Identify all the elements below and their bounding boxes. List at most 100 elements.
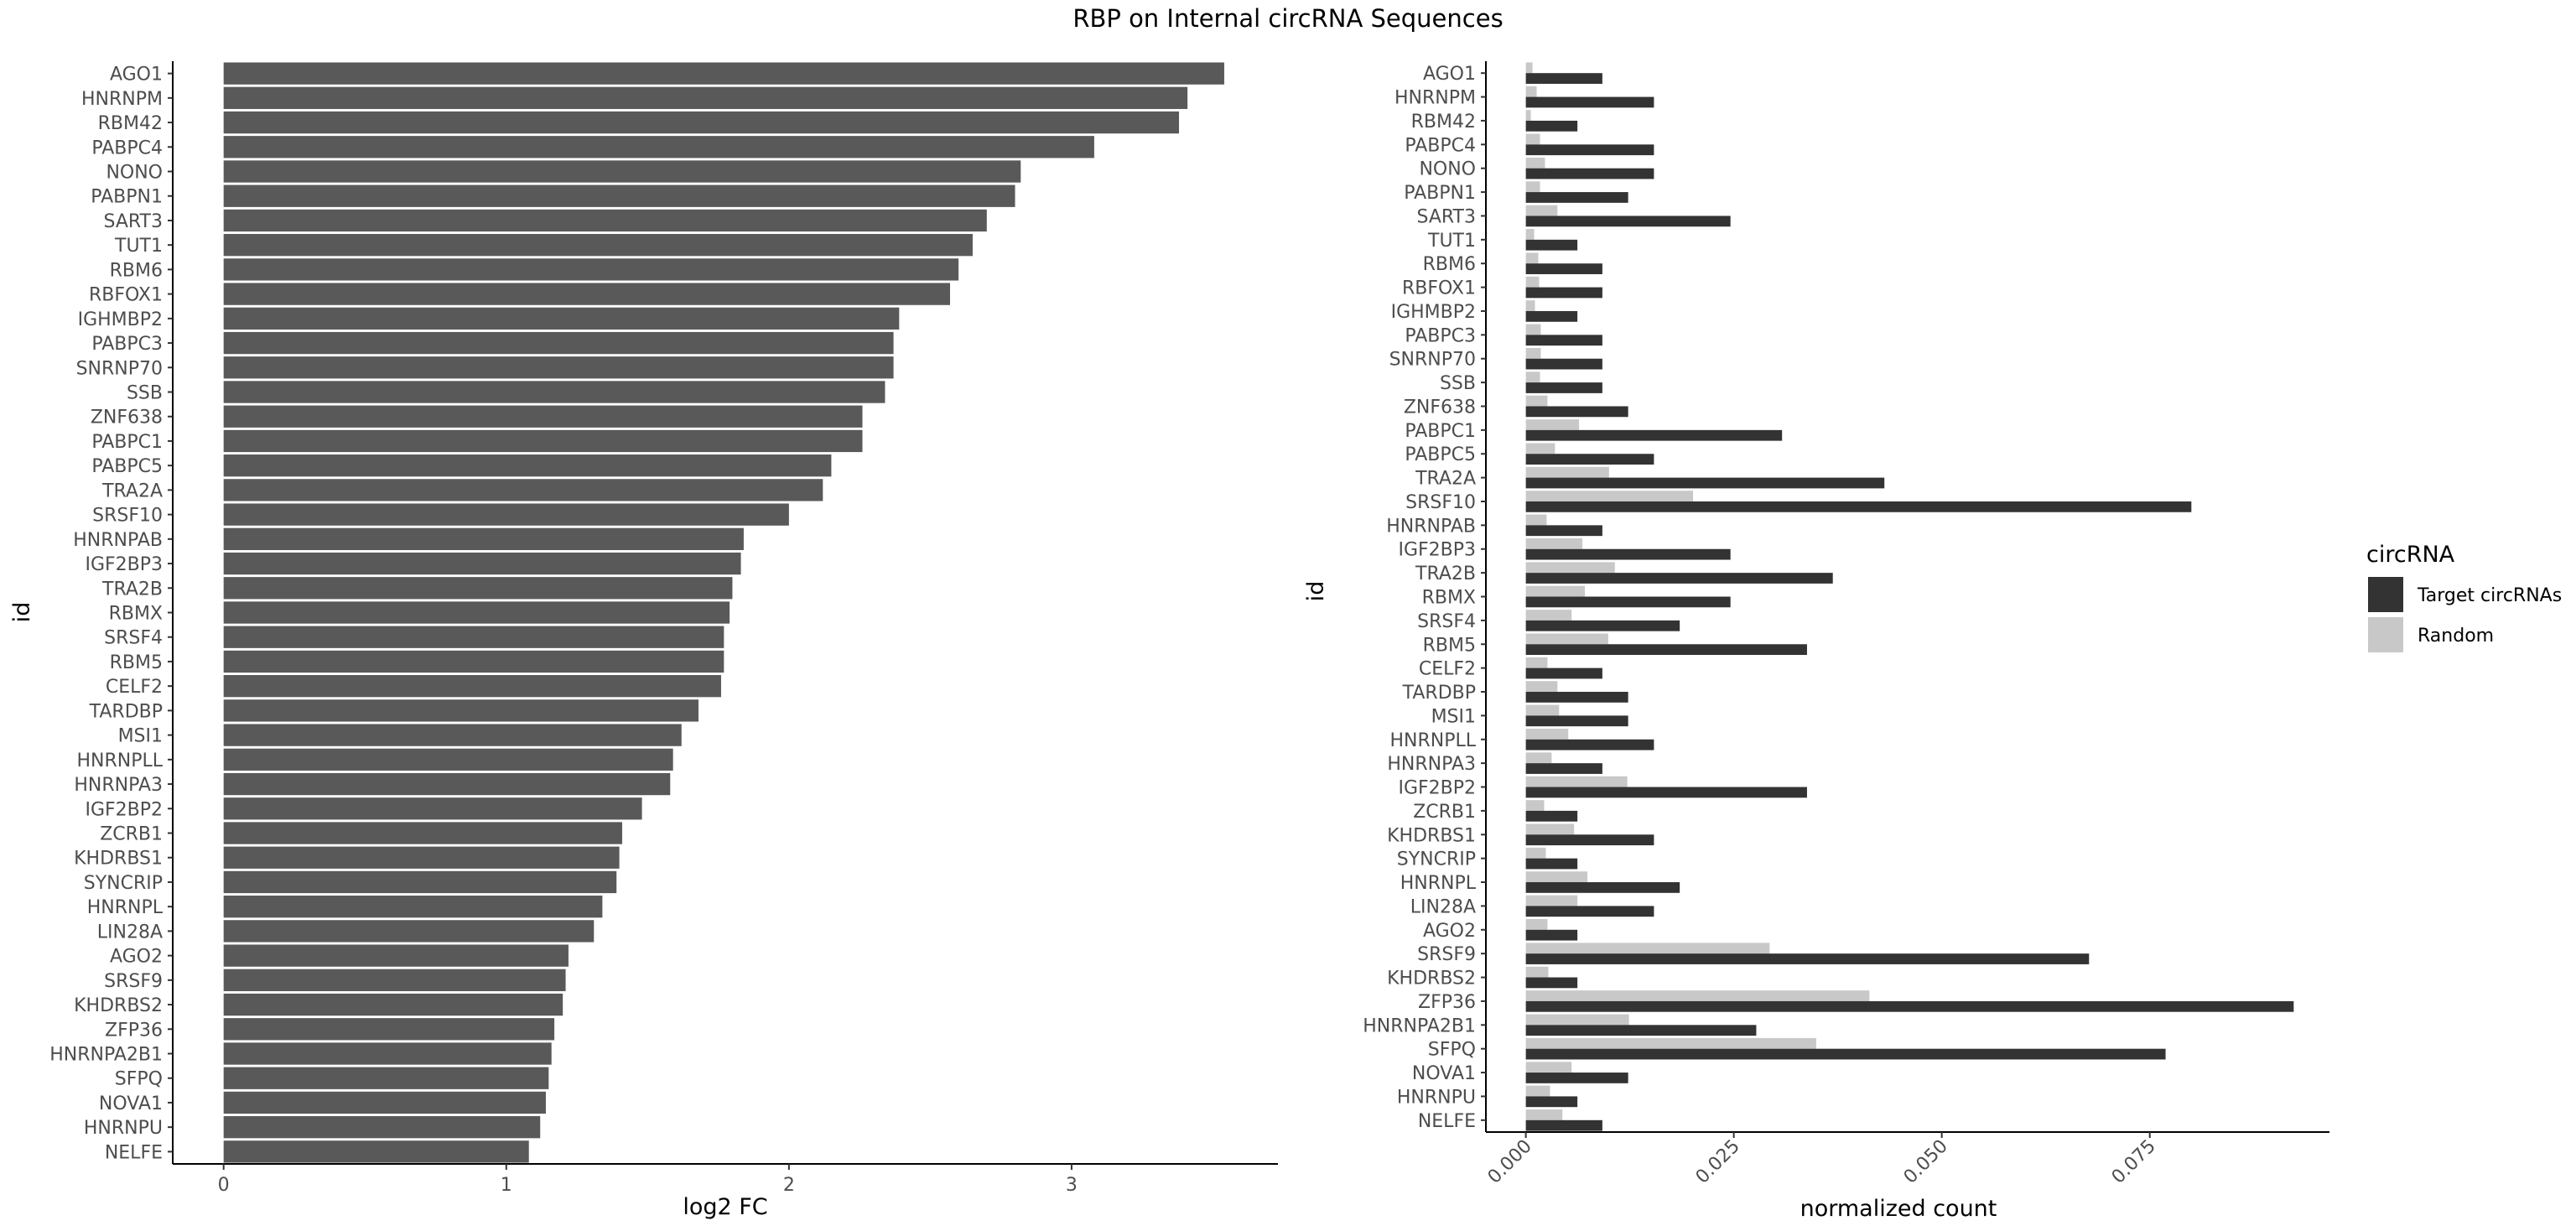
bar-log2fc-lin28a <box>223 920 595 943</box>
x-tick-label-3: 3 <box>1066 1175 1078 1196</box>
y-tick-label-khdrbs1: KHDRBS1 <box>74 849 163 870</box>
bar-random-ago2 <box>1525 919 1548 930</box>
bar-log2fc-msi1 <box>223 724 682 746</box>
y-tick-label-hnrnpm: HNRNPM <box>81 89 163 110</box>
bar-target-rbm42 <box>1525 120 1578 132</box>
bar-log2fc-rbmx <box>223 601 730 624</box>
y-tick-label-nono: NONO <box>106 163 163 184</box>
y-tick-label-rbm5: RBM5 <box>110 652 163 673</box>
y-tick-label-pabpc5: PABPC5 <box>1405 444 1476 465</box>
y-tick-label-hnrnpab: HNRNPAB <box>73 530 163 551</box>
bar-log2fc-rbm6 <box>223 258 959 281</box>
bar-target-khdrbs1 <box>1525 834 1654 846</box>
bar-target-hnrnpl <box>1525 882 1680 893</box>
bar-log2fc-zcrb1 <box>223 822 622 844</box>
y-tick-label-hnrnpa3: HNRNPA3 <box>74 775 163 796</box>
bar-target-ssb <box>1525 382 1602 393</box>
bar-target-nono <box>1525 168 1654 179</box>
y-tick-label-igf2bp3: IGF2BP3 <box>1398 540 1476 561</box>
y-tick-label-celf2: CELF2 <box>106 677 163 698</box>
bar-target-zfp36 <box>1525 1000 2294 1012</box>
legend-label-target-circrnas: Target circRNAs <box>2417 585 2562 606</box>
bar-log2fc-nelfe <box>223 1140 529 1163</box>
bar-log2fc-khdrbs1 <box>223 846 620 869</box>
y-tick-label-syncrip: SYNCRIP <box>84 873 163 894</box>
bar-target-srsf10 <box>1525 501 2192 512</box>
bar-log2fc-pabpc5 <box>223 454 832 477</box>
bar-target-igf2bp3 <box>1525 548 1731 560</box>
legend-swatch-random <box>2368 617 2403 652</box>
y-tick-label-snrnp70: SNRNP70 <box>1389 350 1476 371</box>
y-tick-label-msi1: MSI1 <box>1431 706 1476 727</box>
bar-random-zcrb1 <box>1525 800 1545 811</box>
y-tick-label-zcrb1: ZCRB1 <box>100 824 163 845</box>
bar-log2fc-ssb <box>223 381 886 403</box>
left-x-ticks: 0 1 2 3 <box>218 1164 1078 1196</box>
bar-target-ago2 <box>1525 929 1578 941</box>
y-tick-label-hnrnpu: HNRNPU <box>84 1118 163 1139</box>
bar-random-nelfe <box>1525 1109 1563 1120</box>
bar-target-tra2a <box>1525 477 1885 489</box>
y-tick-label-rbm42: RBM42 <box>98 113 163 134</box>
y-tick-label-nova1: NOVA1 <box>99 1093 163 1114</box>
x-tick-label-0: 0 <box>218 1175 230 1196</box>
bar-target-ago1 <box>1525 73 1602 84</box>
bar-random-rbm6 <box>1525 252 1539 264</box>
y-tick-label-srsf10: SRSF10 <box>1405 492 1476 513</box>
bar-log2fc-hnrnpab <box>223 527 744 550</box>
bar-target-sart3 <box>1525 216 1731 227</box>
y-tick-label-zfp36: ZFP36 <box>1418 992 1476 1013</box>
bar-random-hnrnpm <box>1525 86 1537 97</box>
y-tick-label-rbm42: RBM42 <box>1411 112 1476 132</box>
y-tick-label-hnrnpa2b1: HNRNPA2B1 <box>1363 1015 1476 1036</box>
bar-target-zcrb1 <box>1525 810 1578 822</box>
bar-log2fc-hnrnpl <box>223 896 603 918</box>
bar-random-tra2a <box>1525 466 1609 478</box>
bar-log2fc-ago2 <box>223 944 569 967</box>
x-tick-label-2: 2 <box>783 1175 795 1196</box>
bar-log2fc-nono <box>223 160 1021 183</box>
bar-random-sart3 <box>1525 205 1558 216</box>
y-tick-label-znf638: ZNF638 <box>1404 397 1476 418</box>
bar-random-hnrnpl <box>1525 871 1588 883</box>
y-tick-label-nono: NONO <box>1419 159 1476 180</box>
bar-target-pabpc4 <box>1525 144 1654 156</box>
y-tick-label-sart3: SART3 <box>103 211 163 232</box>
bar-random-pabpc5 <box>1525 443 1555 454</box>
y-tick-label-tut1: TUT1 <box>1427 231 1476 252</box>
y-tick-label-hnrnpl: HNRNPL <box>1400 873 1477 894</box>
y-tick-label-lin28a: LIN28A <box>97 922 163 943</box>
y-tick-label-tra2b: TRA2B <box>1415 564 1476 584</box>
y-tick-label-khdrbs2: KHDRBS2 <box>1387 969 1476 989</box>
bar-random-srsf10 <box>1525 491 1694 501</box>
bar-random-khdrbs2 <box>1525 966 1549 978</box>
y-tick-label-zcrb1: ZCRB1 <box>1413 802 1476 823</box>
y-tick-label-ago1: AGO1 <box>110 65 163 86</box>
bar-target-rbm5 <box>1525 644 1807 656</box>
bar-target-rbfox1 <box>1525 287 1602 299</box>
bar-random-tut1 <box>1525 229 1535 240</box>
bar-target-khdrbs2 <box>1525 977 1578 989</box>
y-tick-label-sfpq: SFPQ <box>1428 1040 1476 1061</box>
y-tick-label-igf2bp3: IGF2BP3 <box>85 554 163 575</box>
y-tick-label-ssb: SSB <box>1440 373 1476 394</box>
y-tick-label-srsf9: SRSF9 <box>1417 944 1476 965</box>
bar-log2fc-snrnp70 <box>223 356 894 379</box>
bar-target-hnrnpll <box>1525 739 1654 751</box>
y-tick-label-rbm6: RBM6 <box>1423 254 1476 275</box>
bar-random-ighmbp2 <box>1525 300 1535 311</box>
bar-random-ssb <box>1525 371 1540 383</box>
bar-log2fc-rbm5 <box>223 650 724 673</box>
bar-log2fc-nova1 <box>223 1091 546 1114</box>
bar-log2fc-hnrnpu <box>223 1116 541 1139</box>
y-tick-label-tardbp: TARDBP <box>89 701 163 722</box>
bar-random-hnrnpab <box>1525 514 1547 526</box>
x-tick-label-1: 1 <box>501 1175 512 1196</box>
bar-random-celf2 <box>1525 657 1548 668</box>
bar-log2fc-tut1 <box>223 234 973 257</box>
bar-log2fc-hnrnpm <box>223 86 1188 109</box>
bar-random-igf2bp2 <box>1525 776 1628 787</box>
y-tick-label-lin28a: LIN28A <box>1410 896 1476 917</box>
y-tick-label-pabpn1: PABPN1 <box>91 187 163 208</box>
